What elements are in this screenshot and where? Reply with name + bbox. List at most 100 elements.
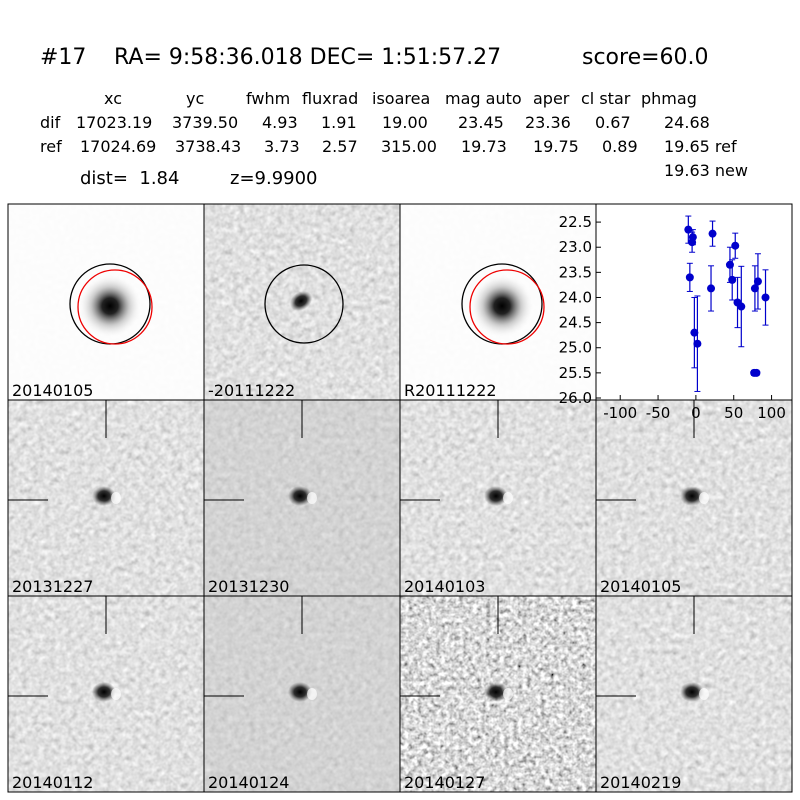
source: [484, 682, 508, 702]
stamp: 20140219: [595, 595, 793, 793]
column-header: isoarea: [372, 89, 430, 108]
stamp-label: 20131227: [12, 577, 93, 596]
stamp-label: 20140112: [12, 773, 93, 792]
source: [470, 274, 534, 338]
table-cell: 23.45: [458, 113, 504, 132]
table-cell: dif: [40, 113, 61, 132]
stamp-label: 20140127: [404, 773, 485, 792]
x-tick-label: 100: [757, 404, 786, 422]
x-tick-label: -50: [646, 404, 671, 422]
point: [707, 284, 716, 293]
stamp: 20140103: [399, 399, 597, 597]
y-tick-label: 24.5: [559, 314, 592, 332]
column-header: fwhm: [246, 89, 290, 108]
residual: [699, 492, 709, 504]
score: score=60.0: [582, 45, 709, 70]
stamp-label: 20140105: [12, 381, 93, 400]
stamp: 20140105: [595, 399, 793, 597]
point: [761, 293, 770, 302]
y-tick-label: 25.0: [559, 339, 592, 357]
table-cell: 315.00: [381, 137, 437, 156]
aperture: [264, 264, 344, 344]
stamp-label: 20140124: [208, 773, 289, 792]
column-header: mag auto: [445, 89, 522, 108]
residual: [503, 492, 513, 504]
stamp: 20131227: [7, 399, 205, 597]
redshift: z=9.9900: [230, 168, 318, 189]
point: [688, 233, 697, 242]
column-header: yc: [186, 89, 204, 108]
point: [737, 302, 746, 311]
table-cell: 0.67: [595, 113, 631, 132]
stamp: 20140105: [7, 203, 205, 401]
stamp-grid: 20140105 -20111222 R20111222 20131227 201312…: [7, 203, 793, 793]
source: [288, 486, 312, 506]
residual: [307, 688, 317, 700]
table-cell: 3.73: [264, 137, 300, 156]
table-cell: 17024.69: [80, 137, 156, 156]
source: [288, 682, 312, 702]
residual: [111, 492, 121, 504]
stamp-label: 20140103: [404, 577, 485, 596]
source: [78, 274, 142, 338]
table-cell: 3738.43: [175, 137, 241, 156]
stamp: 20131230: [203, 399, 401, 597]
x-tick-label: -100: [603, 404, 637, 422]
point: [753, 277, 762, 286]
point: [750, 284, 759, 293]
table-cell: 19.65 ref: [664, 137, 737, 156]
point: [731, 241, 740, 250]
residual: [699, 688, 709, 700]
stamp: 20140112: [7, 595, 205, 793]
point: [690, 328, 699, 337]
light-curve: 22.5 23.0 23.5 24.0 24.5 25.0 25.5 26.0 -100 -50 0…: [559, 203, 793, 422]
candidate-id: #17: [40, 45, 86, 70]
stamp: R20111222: [399, 203, 597, 401]
table-cell: ref: [40, 137, 62, 156]
source: [680, 486, 704, 506]
y-tick-label: 22.5: [559, 213, 592, 231]
table-cell: 4.93: [262, 113, 298, 132]
stamp-label: 20140105: [600, 577, 681, 596]
table-cell: 24.68: [664, 113, 710, 132]
source: [92, 682, 116, 702]
point: [708, 229, 717, 238]
stamp: -20111222: [203, 203, 401, 401]
y-tick-label: 23.5: [559, 263, 592, 281]
y-tick-label: 23.0: [559, 238, 592, 256]
y-tick-label: 24.0: [559, 288, 592, 306]
residual: [307, 492, 317, 504]
x-tick-label: 50: [724, 404, 743, 422]
table-cell: 2.57: [322, 137, 358, 156]
point: [728, 275, 737, 284]
table-cell: 19.00: [382, 113, 428, 132]
aperture-new: [77, 269, 153, 345]
column-header: xc: [104, 89, 122, 108]
stamp-label: 20140219: [600, 773, 681, 792]
coordinates: RA= 9:58:36.018 DEC= 1:51:57.27: [114, 45, 501, 70]
table-cell: 17023.19: [76, 113, 152, 132]
source: [680, 682, 704, 702]
table-cell: 19.75: [533, 137, 579, 156]
point: [752, 368, 761, 377]
residual: [503, 688, 513, 700]
column-header: phmag: [641, 89, 697, 108]
stamp: 20140127: [399, 595, 597, 793]
column-header: cl star: [581, 89, 631, 108]
source: [92, 486, 116, 506]
residual: [111, 688, 121, 700]
table-cell: 1.91: [321, 113, 357, 132]
stamp-border: [595, 595, 793, 793]
source: [484, 486, 508, 506]
table-cell: 19.73: [461, 137, 507, 156]
phmag-new: 19.63 new: [664, 161, 748, 180]
x-tick-label: 0: [691, 404, 701, 422]
stamp-label: R20111222: [404, 381, 497, 400]
source: [289, 290, 313, 312]
y-tick-label: 26.0: [559, 389, 592, 407]
y-tick-label: 25.5: [559, 364, 592, 382]
point: [693, 339, 702, 348]
stamp-label: -20111222: [208, 381, 295, 400]
aperture-new: [469, 269, 545, 345]
